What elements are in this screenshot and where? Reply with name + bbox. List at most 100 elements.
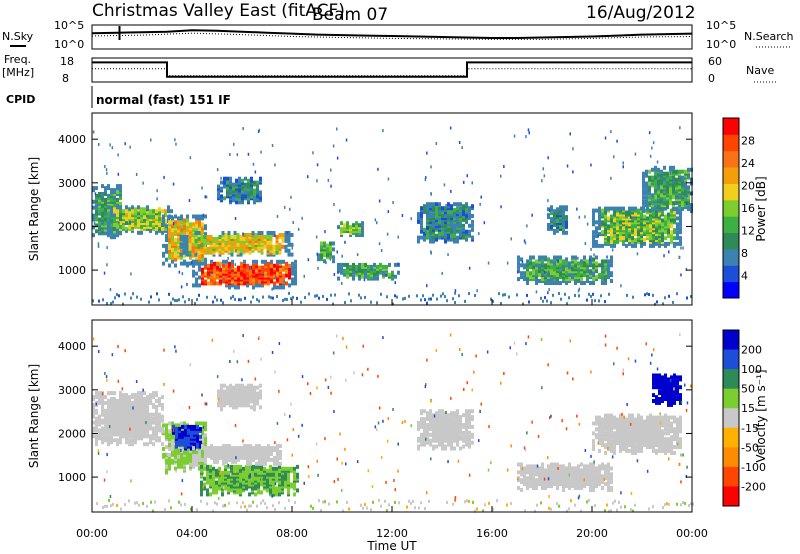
power-ground-cell bbox=[626, 293, 628, 297]
power-cell bbox=[613, 240, 616, 244]
power-cell bbox=[183, 218, 186, 223]
power-cell bbox=[92, 186, 95, 191]
velocity-cell bbox=[245, 464, 248, 469]
power-cell bbox=[192, 259, 195, 264]
power-cell bbox=[119, 195, 122, 200]
power-speckle-cell bbox=[690, 192, 692, 196]
velocity-cell bbox=[275, 486, 278, 491]
power-speckle-cell bbox=[219, 265, 221, 269]
power-speckle-cell bbox=[394, 281, 396, 285]
velocity-cell bbox=[200, 480, 203, 485]
power-cell bbox=[471, 227, 474, 232]
power-speckle-cell bbox=[450, 189, 452, 193]
velocity-cell bbox=[248, 492, 251, 497]
power-cell bbox=[577, 261, 580, 266]
power-cell bbox=[92, 233, 95, 238]
power-cell bbox=[95, 186, 98, 191]
power-cell bbox=[216, 281, 219, 286]
velocity-cell bbox=[104, 430, 107, 435]
power-colorbar-swatch bbox=[723, 232, 739, 250]
power-ground-cell bbox=[124, 292, 126, 296]
power-speckle-cell bbox=[191, 260, 193, 264]
velocity-cell bbox=[230, 488, 233, 493]
power-speckle-cell bbox=[634, 152, 637, 156]
power-cell bbox=[595, 261, 598, 266]
velocity-cell bbox=[165, 423, 168, 428]
power-cell bbox=[562, 226, 565, 231]
power-speckle-cell bbox=[247, 152, 250, 156]
power-cell bbox=[664, 214, 667, 219]
power-cell bbox=[642, 189, 645, 194]
velocity-cell bbox=[110, 397, 113, 401]
power-cell bbox=[568, 261, 571, 266]
power-cell bbox=[346, 221, 349, 226]
power-cell bbox=[195, 259, 198, 264]
power-cell bbox=[272, 231, 276, 235]
velocity-cell bbox=[146, 442, 149, 447]
power-cell bbox=[246, 263, 249, 268]
power-speckle-cell bbox=[616, 139, 618, 143]
power-cell bbox=[186, 222, 189, 227]
velocity-cell bbox=[241, 383, 244, 388]
power-cell bbox=[259, 190, 262, 195]
power-cell bbox=[161, 209, 164, 214]
velocity-cell bbox=[209, 464, 212, 469]
power-speckle-cell bbox=[569, 132, 571, 136]
power-cell bbox=[218, 235, 222, 239]
power-speckle-cell bbox=[461, 146, 463, 150]
velocity-cell bbox=[125, 436, 128, 441]
power-cell bbox=[420, 217, 423, 222]
power-speckle-cell bbox=[610, 130, 612, 134]
power-speckle bbox=[92, 126, 692, 295]
power-cell bbox=[547, 281, 550, 285]
power-cell bbox=[186, 218, 189, 223]
power-cell bbox=[592, 234, 595, 239]
velocity-cell bbox=[204, 421, 207, 426]
velocity-cell bbox=[420, 432, 423, 437]
velocity-cell bbox=[104, 395, 107, 400]
velocity-cell bbox=[203, 476, 206, 481]
power-speckle-cell bbox=[550, 207, 552, 211]
velocity-cell bbox=[420, 423, 423, 427]
power-cell bbox=[601, 259, 604, 264]
power-cell bbox=[320, 253, 323, 258]
power-speckle-cell bbox=[216, 168, 219, 172]
power-cell bbox=[423, 227, 426, 232]
velocity-cell bbox=[429, 426, 432, 431]
power-cell bbox=[192, 269, 195, 274]
power-ground-cell bbox=[212, 300, 214, 304]
power-cell bbox=[595, 269, 598, 274]
power-cell bbox=[651, 175, 654, 180]
velocity-cell bbox=[101, 430, 104, 435]
power-cell bbox=[191, 233, 195, 237]
power-speckle-cell bbox=[254, 170, 257, 174]
power-cell bbox=[198, 228, 201, 233]
power-cell bbox=[165, 249, 168, 254]
power-cell bbox=[565, 215, 568, 220]
power-cell bbox=[580, 259, 583, 264]
power-cell bbox=[332, 259, 335, 264]
power-cell bbox=[278, 242, 282, 247]
velocity-cell bbox=[279, 455, 282, 460]
power-cell bbox=[222, 263, 225, 268]
power-cell bbox=[165, 257, 168, 262]
power-cell bbox=[652, 240, 655, 244]
power-ground-cell bbox=[594, 299, 596, 303]
power-cell bbox=[284, 244, 288, 249]
power-cell bbox=[592, 277, 595, 282]
velocity-cell bbox=[200, 488, 203, 493]
power-speckle-cell bbox=[578, 287, 581, 291]
power-ground-cell bbox=[250, 300, 252, 304]
power-cell bbox=[241, 178, 244, 183]
power-cell bbox=[246, 283, 249, 288]
power-ground-cell bbox=[132, 292, 134, 296]
power-ground-cell bbox=[214, 295, 216, 299]
power-cell bbox=[687, 205, 690, 210]
velocity-cell bbox=[200, 474, 203, 479]
power-cell bbox=[468, 206, 471, 211]
noise-left-tick-bottom: 10^0 bbox=[54, 38, 84, 51]
power-ground-cell bbox=[334, 293, 336, 297]
power-cell bbox=[258, 265, 261, 270]
velocity-cell bbox=[152, 412, 155, 417]
power-cell bbox=[610, 279, 613, 283]
